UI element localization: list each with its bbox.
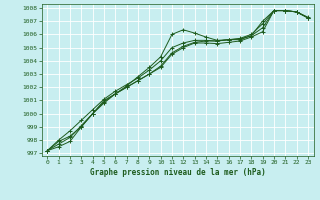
X-axis label: Graphe pression niveau de la mer (hPa): Graphe pression niveau de la mer (hPa): [90, 168, 266, 177]
